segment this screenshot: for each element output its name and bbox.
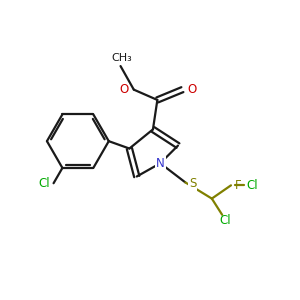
- Text: N: N: [156, 157, 165, 170]
- Text: S: S: [189, 177, 196, 190]
- Text: O: O: [119, 83, 128, 96]
- Text: O: O: [188, 83, 197, 96]
- Text: F: F: [235, 179, 241, 192]
- Text: Cl: Cl: [246, 179, 258, 192]
- Text: Cl: Cl: [38, 177, 50, 190]
- Text: CH₃: CH₃: [112, 52, 132, 62]
- Text: Cl: Cl: [219, 214, 231, 227]
